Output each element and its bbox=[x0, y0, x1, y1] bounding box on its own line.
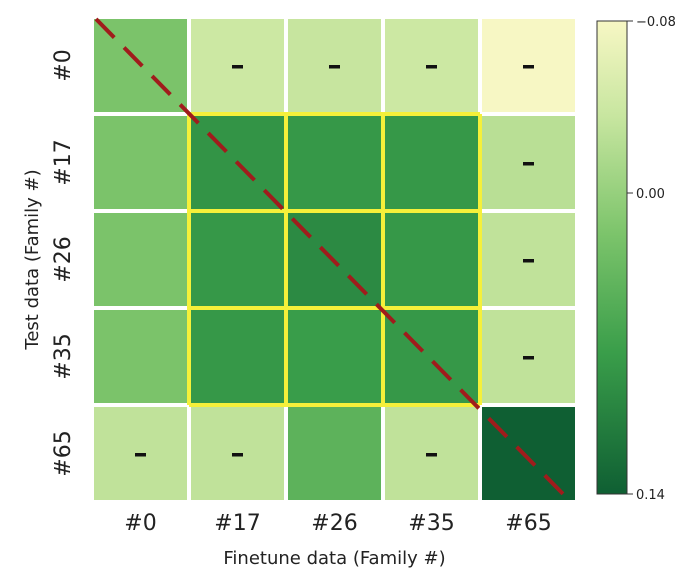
x-tick-labels: #0 #17 #26 #35 #65 bbox=[124, 511, 551, 536]
heatmap-cell bbox=[191, 213, 284, 306]
heatmap-cell bbox=[288, 310, 381, 403]
cell-dash-mark: – bbox=[231, 49, 245, 82]
x-tick-label: #0 bbox=[124, 511, 156, 536]
cell-dash-mark: – bbox=[522, 340, 536, 373]
heatmap-cell bbox=[385, 213, 478, 306]
y-tick-label: #35 bbox=[51, 333, 76, 379]
heatmap-cell bbox=[288, 19, 381, 112]
cell-dash-mark: – bbox=[522, 243, 536, 276]
cell-dash-mark: – bbox=[328, 49, 342, 82]
heatmap-cell bbox=[191, 407, 284, 500]
y-tick-labels: #0 #17 #26 #35 #65 bbox=[51, 49, 76, 476]
cell-dash-mark: – bbox=[522, 146, 536, 179]
colorbar: −0.08 0.00 0.14 bbox=[596, 15, 676, 503]
heatmap-cell bbox=[385, 407, 478, 500]
heatmap-cell bbox=[482, 407, 575, 500]
heatmap-cell bbox=[191, 19, 284, 112]
x-tick-label: #35 bbox=[408, 511, 454, 536]
cell-dash-mark: – bbox=[425, 437, 439, 470]
heatmap-cell bbox=[288, 116, 381, 209]
dash-marks: – – – – – – – – – – bbox=[134, 49, 536, 470]
heatmap-cell bbox=[482, 19, 575, 112]
colorbar-gradient bbox=[596, 20, 628, 495]
heatmap-cell bbox=[94, 310, 187, 403]
y-tick-label: #0 bbox=[51, 49, 76, 81]
cell-dash-mark: – bbox=[425, 49, 439, 82]
x-tick-label: #26 bbox=[311, 511, 357, 536]
heatmap-cell bbox=[94, 213, 187, 306]
colorbar-tick-label: 0.14 bbox=[636, 488, 665, 503]
x-tick-label: #65 bbox=[505, 511, 551, 536]
diagonal-dashed-line bbox=[94, 17, 571, 502]
heatmap-cell bbox=[288, 407, 381, 500]
cell-dash-mark: – bbox=[134, 437, 148, 470]
heatmap-cell bbox=[482, 310, 575, 403]
x-axis-label: Finetune data (Family #) bbox=[223, 548, 445, 569]
heatmap-cell bbox=[385, 310, 478, 403]
heatmap-cell bbox=[385, 116, 478, 209]
highlight-block bbox=[187, 112, 482, 407]
y-tick-label: #17 bbox=[51, 139, 76, 185]
heatmap-cell bbox=[94, 407, 187, 500]
heatmap-cell bbox=[191, 310, 284, 403]
colorbar-tick-label: 0.00 bbox=[636, 187, 665, 202]
heatmap-cell bbox=[482, 116, 575, 209]
heatmap-cell bbox=[385, 19, 478, 112]
y-tick-label: #65 bbox=[51, 430, 76, 476]
colorbar-tick-label: −0.08 bbox=[636, 15, 676, 30]
x-tick-label: #17 bbox=[214, 511, 260, 536]
cell-dash-mark: – bbox=[522, 49, 536, 82]
y-axis-label: Test data (Family #) bbox=[22, 169, 43, 350]
heatmap-cell bbox=[94, 116, 187, 209]
y-tick-label: #26 bbox=[51, 236, 76, 282]
cell-dash-mark: – bbox=[231, 437, 245, 470]
heatmap-cell bbox=[482, 213, 575, 306]
